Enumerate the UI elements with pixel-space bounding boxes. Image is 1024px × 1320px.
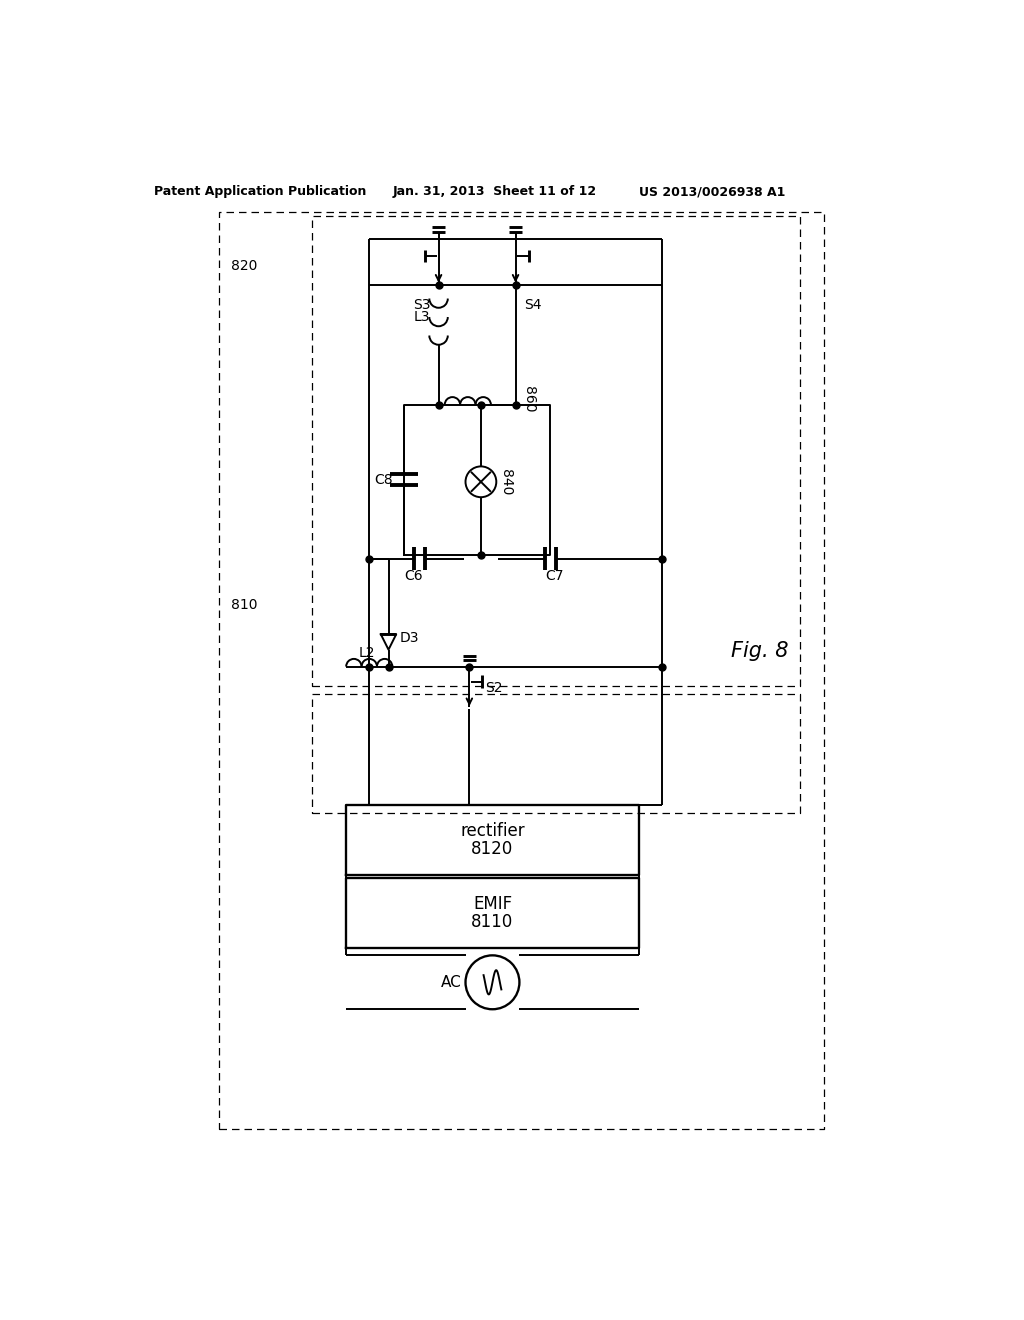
Text: Jan. 31, 2013  Sheet 11 of 12: Jan. 31, 2013 Sheet 11 of 12 bbox=[392, 185, 597, 198]
Text: AC: AC bbox=[441, 974, 462, 990]
Text: S3: S3 bbox=[413, 297, 430, 312]
Text: C8: C8 bbox=[375, 473, 393, 487]
Text: C7: C7 bbox=[545, 569, 563, 583]
Text: S2: S2 bbox=[484, 681, 502, 694]
Text: rectifier: rectifier bbox=[460, 821, 524, 840]
Text: L2: L2 bbox=[359, 647, 376, 660]
Text: 860: 860 bbox=[521, 385, 536, 412]
Text: 820: 820 bbox=[230, 259, 257, 273]
Text: C6: C6 bbox=[403, 569, 423, 583]
Text: Patent Application Publication: Patent Application Publication bbox=[154, 185, 366, 198]
Text: EMIF: EMIF bbox=[473, 895, 512, 912]
Text: 840: 840 bbox=[500, 469, 513, 495]
Text: Fig. 8: Fig. 8 bbox=[731, 642, 788, 661]
Text: US 2013/0026938 A1: US 2013/0026938 A1 bbox=[639, 185, 785, 198]
Text: 810: 810 bbox=[230, 598, 257, 612]
Text: S4: S4 bbox=[523, 297, 542, 312]
Text: D3: D3 bbox=[399, 631, 419, 645]
Text: 8120: 8120 bbox=[471, 840, 514, 858]
Text: L3: L3 bbox=[414, 310, 430, 323]
Text: 8110: 8110 bbox=[471, 913, 514, 931]
